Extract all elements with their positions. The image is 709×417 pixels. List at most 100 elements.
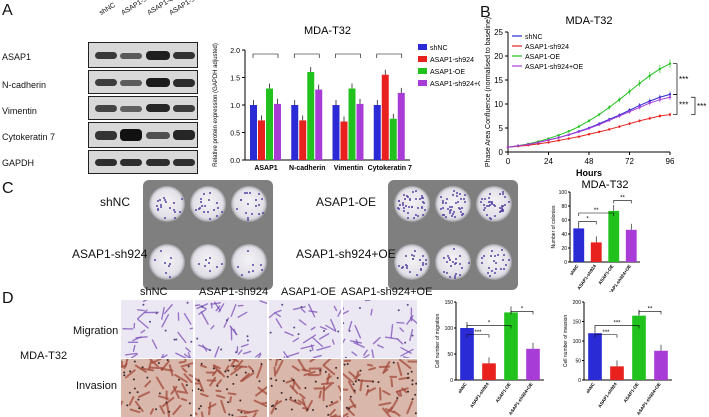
pore-mark	[224, 370, 227, 373]
chart-protein-expression: MDA-T32 0.0 0.5 1.0 1.5 2.0 Relative protein e…	[213, 25, 480, 172]
cell-mark	[187, 352, 192, 358]
y-axis-label: Phase Area Confluence (normalised to bas…	[485, 17, 492, 167]
cell-mark	[368, 367, 376, 371]
colony-dot	[235, 207, 238, 210]
colony-dot	[493, 260, 496, 263]
colony-dot	[504, 204, 507, 206]
colony-dot	[261, 197, 264, 200]
colony-dot	[208, 262, 211, 265]
x-tick-label: 48	[585, 157, 594, 166]
cell-mark	[181, 382, 187, 392]
colony-dot	[168, 275, 171, 278]
wb-band	[146, 104, 170, 112]
sig-bracket	[466, 334, 490, 338]
data-point	[587, 127, 591, 130]
pore-mark	[411, 383, 414, 386]
cell-mark	[359, 379, 363, 392]
x-tick-label: Cytokeratin 7	[368, 165, 412, 172]
cell-mark	[240, 343, 249, 348]
cell-mark	[288, 398, 302, 406]
tw-col-sh924: ASAP1-sh924	[199, 286, 269, 298]
pore-mark	[178, 378, 181, 381]
cell-mark	[168, 364, 174, 377]
cell-mark	[151, 339, 158, 350]
colony-dot	[458, 192, 461, 195]
colony-dot	[489, 217, 492, 220]
cell-mark	[301, 308, 306, 313]
cell-mark	[255, 386, 267, 397]
sig-bracket	[594, 334, 618, 338]
pore-mark	[246, 339, 249, 342]
pore-mark	[246, 335, 249, 338]
colony-well	[190, 186, 226, 222]
colony-dot	[405, 266, 408, 269]
pore-mark	[297, 333, 300, 336]
tw-image	[269, 359, 341, 417]
x-tick-label: ASAP1-OE	[495, 382, 512, 404]
cell-mark	[227, 392, 237, 396]
cell-texture	[343, 359, 417, 417]
cell-mark	[396, 338, 404, 345]
cell-mark	[216, 379, 222, 386]
sig-bracket	[594, 325, 640, 329]
pore-mark	[137, 398, 140, 401]
colony-dot	[453, 274, 456, 277]
colony-dot	[501, 259, 504, 262]
x-tick-label: ASAP1-sh924	[597, 381, 618, 408]
colony-dot	[501, 206, 504, 209]
bar	[588, 333, 602, 380]
pore-mark	[414, 393, 417, 396]
colony-dot	[447, 207, 450, 210]
colony-dot	[461, 267, 464, 270]
cell-mark	[297, 359, 307, 372]
colony-dot	[459, 198, 462, 201]
colony-dot	[208, 191, 211, 194]
data-point	[577, 125, 581, 128]
data-point	[638, 82, 641, 85]
colony-dot	[456, 191, 459, 194]
colony-dot	[450, 209, 453, 212]
colony-dot	[399, 204, 402, 207]
y-tick-label: 0	[499, 148, 504, 157]
wb-band	[173, 105, 195, 112]
cell-mark	[270, 399, 279, 415]
pore-mark	[136, 391, 139, 394]
cell-mark	[161, 313, 170, 328]
cell-mark	[183, 353, 191, 358]
colony-dot	[209, 270, 211, 273]
colony-dot	[174, 217, 177, 220]
colony-dot	[498, 206, 501, 209]
cell-mark	[358, 379, 375, 383]
cell-mark	[140, 367, 155, 372]
cell-mark	[132, 336, 142, 342]
colony-dot	[463, 198, 466, 201]
pore-mark	[157, 361, 160, 364]
legend-swatch	[418, 44, 427, 50]
cell-mark	[292, 306, 306, 311]
pore-mark	[216, 384, 219, 387]
cell-mark	[259, 300, 267, 305]
sig-label: *	[488, 320, 491, 326]
cell-mark	[319, 333, 330, 340]
y-tick-label: 150	[445, 300, 454, 306]
colony-dot	[422, 255, 425, 258]
colony-dot	[488, 266, 491, 269]
y-tick-label: 10	[494, 100, 503, 109]
colony-dot	[414, 249, 417, 252]
cell-mark	[224, 365, 230, 372]
y-axis-label: Relative protein expression (GAPDH adjus…	[213, 43, 219, 167]
pore-mark	[344, 356, 347, 358]
colony-dot	[168, 263, 171, 266]
cell-mark	[310, 326, 316, 331]
colony-dot	[452, 248, 455, 251]
data-point	[547, 138, 550, 142]
colony-dot	[236, 265, 239, 268]
cell-mark	[210, 302, 222, 305]
pore-mark	[343, 363, 346, 366]
cell-mark	[350, 340, 363, 344]
colony-dot	[439, 208, 442, 211]
colony-dot	[507, 200, 510, 203]
data-point	[648, 74, 651, 77]
colony-dot	[500, 209, 503, 212]
cell-mark	[291, 365, 300, 372]
